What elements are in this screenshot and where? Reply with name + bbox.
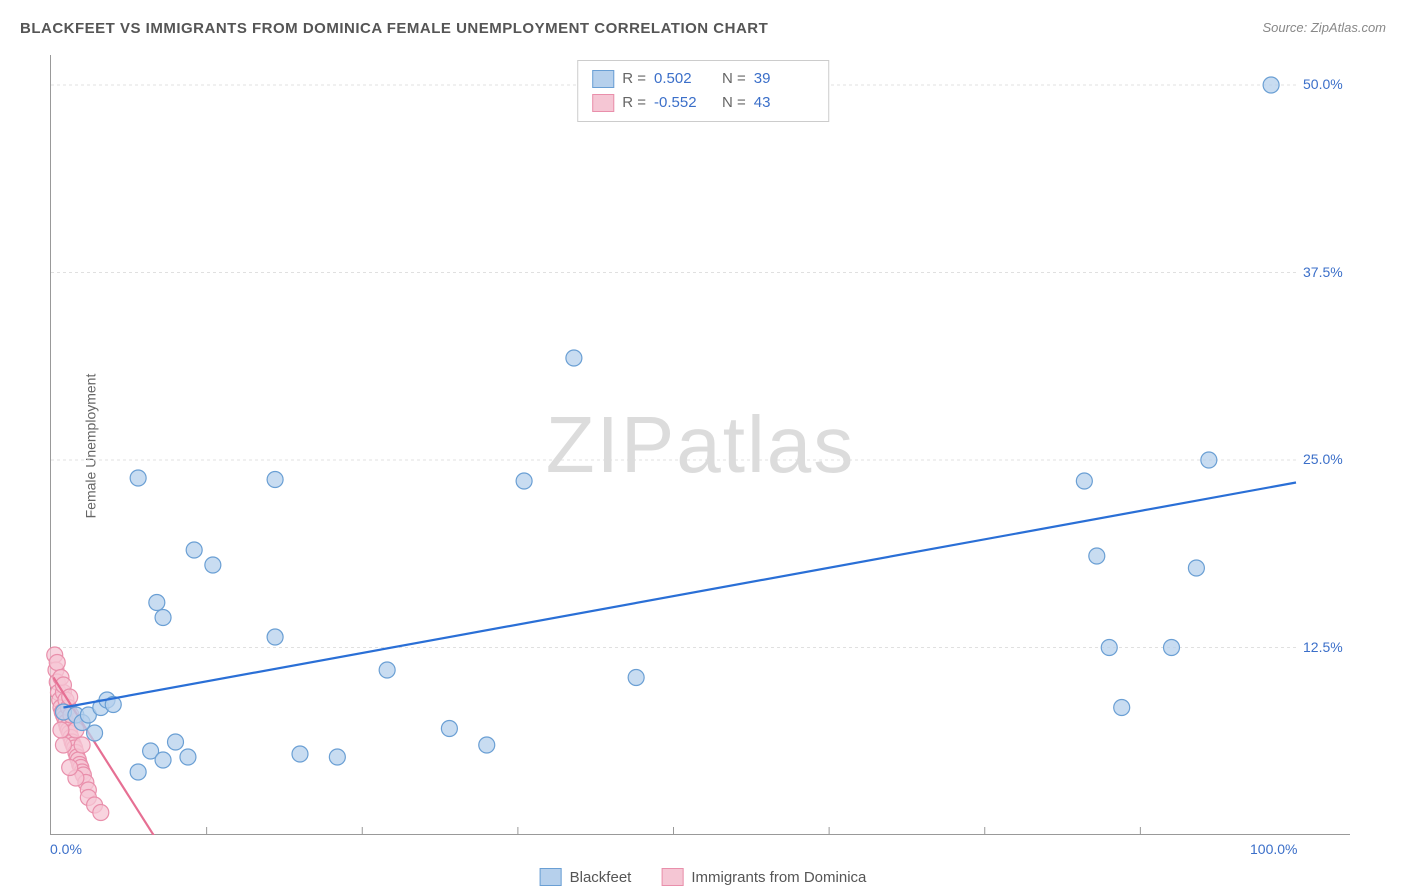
chart-plot-area: ZIPatlas (50, 55, 1350, 835)
y-tick-label: 37.5% (1303, 264, 1343, 280)
chart-title: BLACKFEET VS IMMIGRANTS FROM DOMINICA FE… (20, 20, 768, 37)
r-value-2: -0.552 (654, 91, 714, 115)
y-tick-label: 12.5% (1303, 639, 1343, 655)
r-label: R = (622, 67, 646, 91)
correlation-row-1: R = 0.502 N = 39 (592, 67, 814, 91)
series-legend: Blackfeet Immigrants from Dominica (540, 868, 867, 886)
y-tick-label: 50.0% (1303, 76, 1343, 92)
swatch-legend-2 (661, 868, 683, 886)
r-value-1: 0.502 (654, 67, 714, 91)
legend-item-1: Blackfeet (540, 868, 632, 886)
n-label: N = (722, 91, 746, 115)
correlation-row-2: R = -0.552 N = 43 (592, 91, 814, 115)
x-tick-label: 0.0% (50, 841, 82, 857)
x-tick-label: 100.0% (1250, 841, 1297, 857)
legend-item-2: Immigrants from Dominica (661, 868, 866, 886)
n-label: N = (722, 67, 746, 91)
y-tick-label: 25.0% (1303, 451, 1343, 467)
r-label: R = (622, 91, 646, 115)
legend-label-1: Blackfeet (570, 869, 632, 886)
source-credit: Source: ZipAtlas.com (1262, 20, 1386, 35)
legend-label-2: Immigrants from Dominica (691, 869, 866, 886)
n-value-1: 39 (754, 67, 814, 91)
correlation-legend: R = 0.502 N = 39 R = -0.552 N = 43 (577, 60, 829, 122)
chart-svg (51, 55, 1351, 835)
swatch-series-2 (592, 94, 614, 112)
swatch-series-1 (592, 70, 614, 88)
n-value-2: 43 (754, 91, 814, 115)
swatch-legend-1 (540, 868, 562, 886)
